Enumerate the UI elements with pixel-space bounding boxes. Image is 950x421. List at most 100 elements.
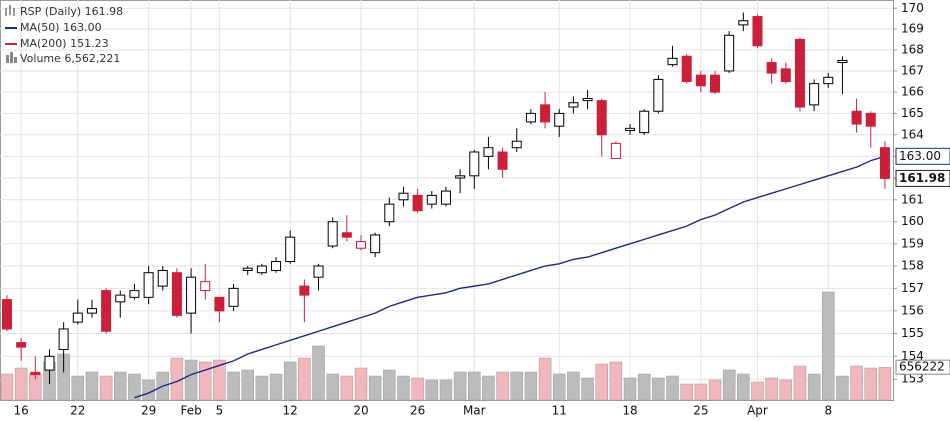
candle-body: [596, 100, 607, 136]
volume-bar: [411, 377, 424, 401]
candle-body: [101, 290, 112, 332]
volume-bar: [425, 379, 439, 401]
volume-bar: [538, 357, 552, 401]
candle-body: [356, 241, 366, 249]
volume-bar: [552, 373, 566, 401]
candle-body: [30, 371, 41, 376]
candle-body: [16, 342, 27, 348]
candle-body: [525, 112, 536, 123]
volume-bar: [0, 373, 14, 401]
volume-bar: [510, 371, 524, 401]
candle-body: [115, 294, 126, 303]
candle-body: [752, 16, 763, 47]
candle-body: [370, 234, 381, 254]
y-tick-label: 159: [901, 236, 924, 250]
y-tick-label: 160: [901, 214, 924, 228]
x-tick-label: 8: [824, 404, 832, 418]
candle-body: [497, 151, 508, 170]
x-tick-label: 12: [283, 404, 298, 418]
volume-bar: [581, 377, 594, 401]
legend: RSP (Daily) 161.98 MA(50) 163.00 MA(200)…: [5, 5, 123, 65]
volume-bar: [595, 363, 608, 401]
y-tick-label: 153: [901, 372, 924, 386]
candle-body: [610, 142, 621, 159]
candle-body: [44, 355, 55, 371]
y-tick-label: 156: [901, 303, 924, 317]
volume-bar: [708, 379, 722, 401]
legend-icon: [6, 52, 17, 63]
legend-title: RSP (Daily) 161.98: [20, 5, 123, 18]
volume-bar: [85, 371, 99, 401]
volume-bar: [397, 375, 410, 401]
value-box: [895, 169, 950, 187]
volume-bar: [354, 367, 368, 401]
candle-body: [695, 74, 706, 87]
candle-body: [837, 59, 848, 64]
candle-body: [540, 104, 551, 123]
candle-body: [710, 74, 720, 93]
volume-bar: [14, 367, 28, 401]
candle-body: [738, 20, 749, 26]
y-tick-label: 157: [901, 281, 924, 295]
candle-body: [653, 78, 664, 112]
volume-bar: [482, 375, 495, 401]
volume-bar: [241, 369, 254, 401]
candle-body: [129, 290, 140, 298]
x-tick-label: Apr: [747, 404, 768, 418]
x-tick-label: 11: [552, 404, 567, 418]
candle-body: [851, 110, 862, 125]
x-tick-label: 5: [216, 404, 224, 418]
volume-bar: [864, 367, 878, 401]
candle-body: [58, 328, 69, 350]
volume-bar: [198, 361, 212, 401]
legend-volume: Volume 6,562,221: [20, 52, 120, 65]
y-tick-label: 164: [901, 127, 924, 141]
y-tick-label: 169: [901, 22, 924, 36]
x-tick-label: 25: [693, 404, 708, 418]
candle-body: [568, 102, 579, 108]
y-tick-label: 158: [901, 259, 924, 273]
y-tick-label: 167: [901, 63, 924, 77]
ma50-line: [134, 155, 886, 399]
volume-bar: [114, 371, 127, 401]
volume-bar: [439, 379, 453, 401]
candle-body: [440, 190, 451, 205]
candle-body: [398, 192, 409, 201]
x-tick-label: 20: [353, 404, 368, 418]
volume-bar: [453, 371, 467, 401]
volume-bar: [383, 369, 396, 401]
candle-body: [341, 232, 352, 238]
volume-bar: [184, 359, 198, 401]
candle-body: [483, 147, 494, 157]
volume-bar: [298, 357, 311, 401]
volume-bar: [128, 373, 141, 401]
volume-bar: [227, 371, 240, 401]
candle-body: [625, 127, 636, 131]
candle-body: [228, 287, 239, 307]
volume-bar: [751, 381, 764, 401]
candle-body: [667, 57, 678, 66]
candle-body: [327, 221, 338, 247]
volume-bar: [822, 291, 835, 401]
candle-body: [313, 265, 324, 278]
volume-bar: [680, 383, 693, 401]
candle-body: [469, 151, 480, 177]
volume-bar: [71, 375, 85, 401]
volume-bar: [836, 375, 849, 401]
x-tick-label: 16: [14, 404, 29, 418]
volume-bar: [765, 377, 778, 401]
x-tick-label: Feb: [180, 404, 201, 418]
candle-body: [780, 68, 791, 83]
x-tick-label: 22: [70, 404, 85, 418]
volume-bar: [213, 359, 226, 401]
volume-bar: [524, 371, 538, 401]
volume-bar: [807, 373, 821, 401]
value-box: [895, 359, 950, 375]
candle-body: [879, 147, 890, 179]
candle-body: [724, 34, 735, 72]
volume-bar: [609, 361, 623, 401]
legend-icon: [5, 5, 15, 16]
candle-body: [554, 112, 565, 127]
candle-body: [426, 194, 437, 205]
volume-bar: [652, 377, 665, 401]
